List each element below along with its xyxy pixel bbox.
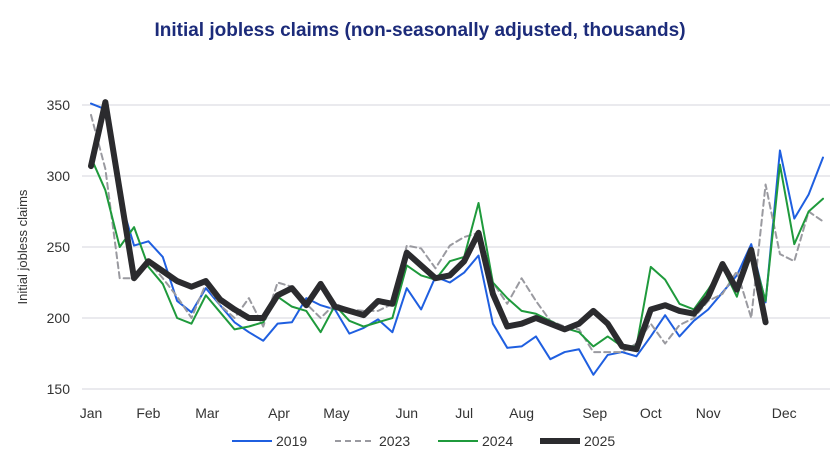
legend-label-2023: 2023 [379, 433, 410, 449]
x-tick-label: Jan [80, 405, 103, 421]
y-axis-label: Initial jobless claims [15, 189, 30, 304]
x-tick-label: Aug [509, 405, 534, 421]
y-tick-label: 300 [47, 168, 71, 184]
x-tick-label: Oct [640, 405, 662, 421]
series-line-2023 [90, 113, 824, 354]
series-line-2019 [90, 102, 824, 376]
x-tick-label: Feb [136, 405, 160, 421]
x-tick-label: Sep [582, 405, 607, 421]
x-tick-label: Mar [195, 405, 219, 421]
y-tick-label: 200 [47, 310, 71, 326]
chart-title: Initial jobless claims (non-seasonally a… [154, 20, 686, 41]
legend-label-2019: 2019 [276, 433, 307, 449]
x-tick-label: Apr [268, 405, 290, 421]
y-tick-label: 350 [47, 97, 71, 113]
x-tick-label: May [323, 405, 349, 421]
x-tick-label: Nov [696, 405, 721, 421]
legend-label-2024: 2024 [482, 433, 513, 449]
x-tick-label: Jul [455, 405, 473, 421]
series-line-2025 [88, 99, 769, 353]
series-line-2024 [90, 156, 824, 348]
legend-label-2025: 2025 [584, 433, 615, 449]
x-tick-label: Jun [395, 405, 418, 421]
y-tick-label: 250 [47, 239, 71, 255]
y-tick-label: 150 [47, 381, 71, 397]
x-tick-label: Dec [772, 405, 797, 421]
